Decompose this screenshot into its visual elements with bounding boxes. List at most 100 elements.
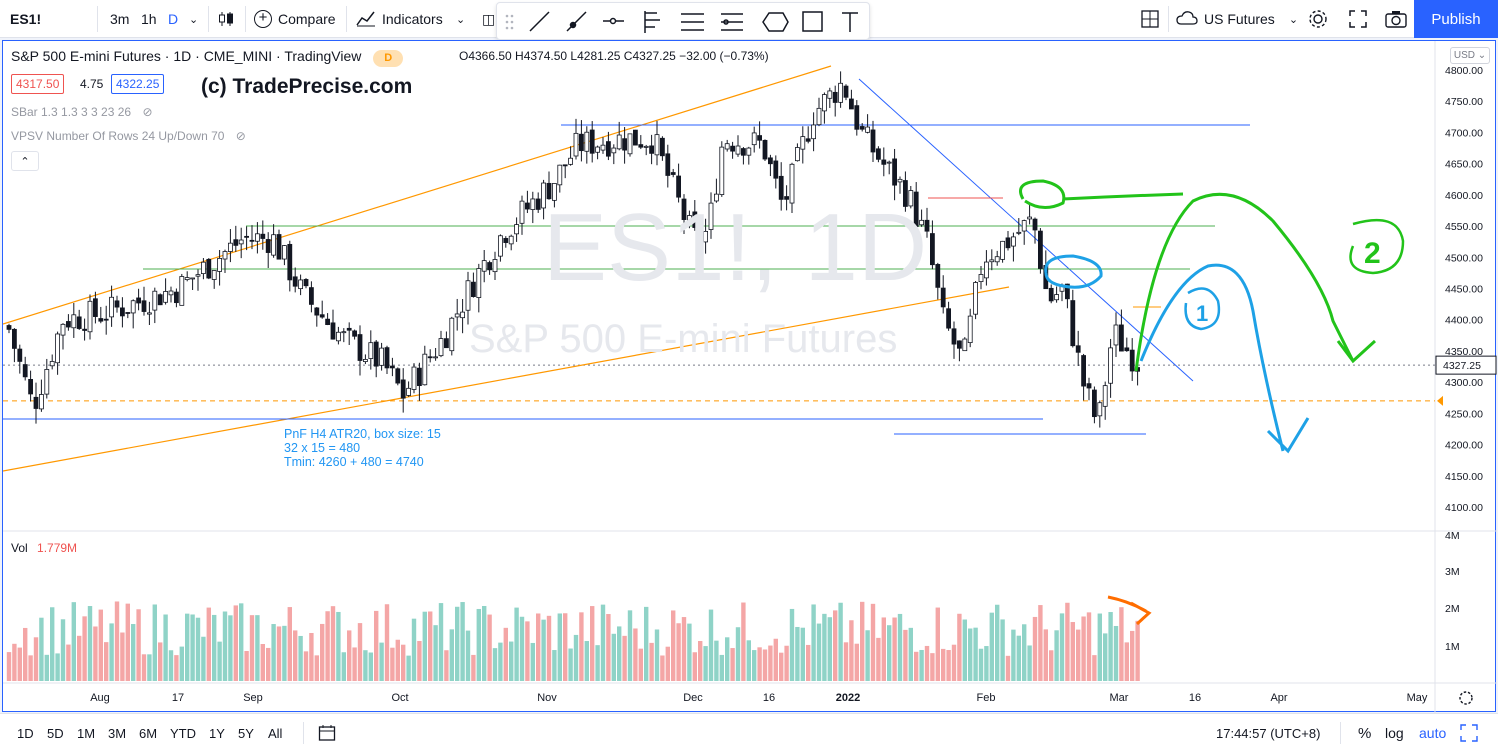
ray-icon[interactable]: [566, 11, 587, 32]
candle-body[interactable]: [449, 317, 455, 352]
candle-body[interactable]: [827, 90, 833, 99]
candle-body[interactable]: [681, 198, 687, 220]
candle-body[interactable]: [114, 300, 120, 308]
candle-body[interactable]: [6, 325, 12, 330]
candle-body[interactable]: [530, 198, 536, 210]
candle-body[interactable]: [919, 219, 924, 226]
candle-body[interactable]: [200, 261, 206, 275]
candle-body[interactable]: [314, 307, 320, 316]
candle-body[interactable]: [1011, 236, 1016, 247]
eye-hidden-icon[interactable]: ⊘: [142, 105, 153, 119]
candle-body[interactable]: [1108, 347, 1113, 384]
candle-body[interactable]: [552, 183, 557, 201]
chart-canvas[interactable]: 4800.00 4750.00 4700.00 4650.00 4600.00 4550.…: [3, 41, 1497, 713]
candle-body[interactable]: [751, 132, 757, 146]
gann-box-icon[interactable]: [721, 13, 743, 31]
candle-body[interactable]: [1102, 385, 1108, 407]
auto-scale-toggle[interactable]: auto: [1419, 725, 1447, 741]
symbol-search[interactable]: ES1!: [10, 11, 42, 27]
candles-chart-type-icon[interactable]: [216, 0, 236, 38]
candle-body[interactable]: [708, 202, 714, 230]
candle-body[interactable]: [368, 342, 374, 359]
candle-body[interactable]: [406, 387, 412, 396]
candle-body[interactable]: [946, 308, 951, 329]
candle-body[interactable]: [433, 356, 439, 359]
candle-body[interactable]: [908, 190, 914, 207]
candle-body[interactable]: [1119, 324, 1124, 352]
candle-body[interactable]: [39, 394, 44, 410]
publish-button[interactable]: Publish: [1414, 0, 1498, 38]
candle-body[interactable]: [611, 147, 617, 154]
candle-body[interactable]: [1124, 347, 1130, 352]
percent-scale-toggle[interactable]: %: [1358, 724, 1372, 742]
range-5y[interactable]: 5Y: [238, 725, 254, 741]
indicator-vpsv[interactable]: VPSV Number Of Rows 24 Up/Down 70 ⊘: [11, 129, 246, 143]
axis-settings-gear-icon[interactable]: [1459, 691, 1473, 705]
layout-grid-icon[interactable]: [1140, 0, 1160, 38]
candle-body[interactable]: [795, 147, 800, 162]
candle-body[interactable]: [465, 280, 471, 311]
candle-body[interactable]: [886, 161, 892, 164]
candle-body[interactable]: [730, 145, 735, 152]
candle-body[interactable]: [606, 141, 611, 157]
candle-body[interactable]: [746, 147, 752, 156]
candle-body[interactable]: [487, 262, 493, 271]
candle-body[interactable]: [800, 136, 806, 150]
candle-body[interactable]: [173, 291, 179, 304]
candle-body[interactable]: [1065, 283, 1070, 300]
candle-body[interactable]: [1021, 220, 1027, 232]
alert-marker[interactable]: [1437, 395, 1443, 406]
orange-volume-arrow[interactable]: [1107, 595, 1152, 626]
candle-body[interactable]: [930, 233, 935, 266]
candle-body[interactable]: [687, 215, 692, 224]
candle-body[interactable]: [589, 129, 595, 154]
candle-body[interactable]: [962, 338, 968, 352]
candle-body[interactable]: [622, 138, 627, 151]
candle-body[interactable]: [849, 98, 854, 110]
candle-body[interactable]: [400, 379, 406, 399]
candle-body[interactable]: [508, 235, 514, 245]
candle-body[interactable]: [984, 261, 989, 279]
settings-gear-icon[interactable]: [1307, 0, 1329, 38]
candle-body[interactable]: [303, 279, 309, 287]
candle-body[interactable]: [17, 348, 23, 362]
candle-body[interactable]: [87, 300, 93, 333]
marker-2-circle[interactable]: [1349, 218, 1405, 275]
candle-body[interactable]: [670, 172, 676, 175]
candle-body[interactable]: [163, 291, 169, 303]
candle-body[interactable]: [389, 365, 395, 369]
candle-body[interactable]: [584, 131, 590, 152]
candle-body[interactable]: [832, 91, 838, 103]
candle-body[interactable]: [98, 318, 104, 322]
text-tool-icon[interactable]: [842, 12, 858, 32]
candle-body[interactable]: [152, 290, 158, 311]
candle-body[interactable]: [816, 107, 822, 126]
candle-body[interactable]: [227, 242, 233, 252]
candle-body[interactable]: [66, 321, 71, 328]
green-hand-drawn-mark[interactable]: [1019, 179, 1184, 209]
currency-selector[interactable]: USD ⌄: [1450, 47, 1490, 64]
candle-body[interactable]: [460, 311, 466, 319]
candle-body[interactable]: [271, 234, 277, 256]
volume-legend[interactable]: Vol 1.779M: [11, 541, 77, 555]
candle-body[interactable]: [913, 191, 919, 227]
drag-handle-icon[interactable]: [505, 14, 514, 30]
upper-channel-line[interactable]: [3, 65, 832, 325]
candle-body[interactable]: [260, 233, 266, 239]
candle-body[interactable]: [757, 135, 762, 141]
candle-body[interactable]: [195, 274, 201, 277]
candle-body[interactable]: [1113, 324, 1119, 346]
fib-retracement-icon[interactable]: [681, 13, 704, 31]
candle-body[interactable]: [93, 298, 98, 317]
compare-button[interactable]: + Compare: [254, 0, 336, 38]
candle-body[interactable]: [470, 281, 476, 297]
lower-channel-line[interactable]: [3, 286, 1010, 472]
candle-body[interactable]: [211, 270, 217, 280]
go-to-date-icon[interactable]: [318, 714, 336, 752]
candle-body[interactable]: [514, 224, 520, 235]
candle-body[interactable]: [341, 331, 347, 334]
candle-body[interactable]: [438, 338, 444, 357]
ask-price[interactable]: 4322.25: [111, 74, 165, 94]
candle-body[interactable]: [643, 145, 649, 148]
candle-body[interactable]: [535, 198, 541, 210]
